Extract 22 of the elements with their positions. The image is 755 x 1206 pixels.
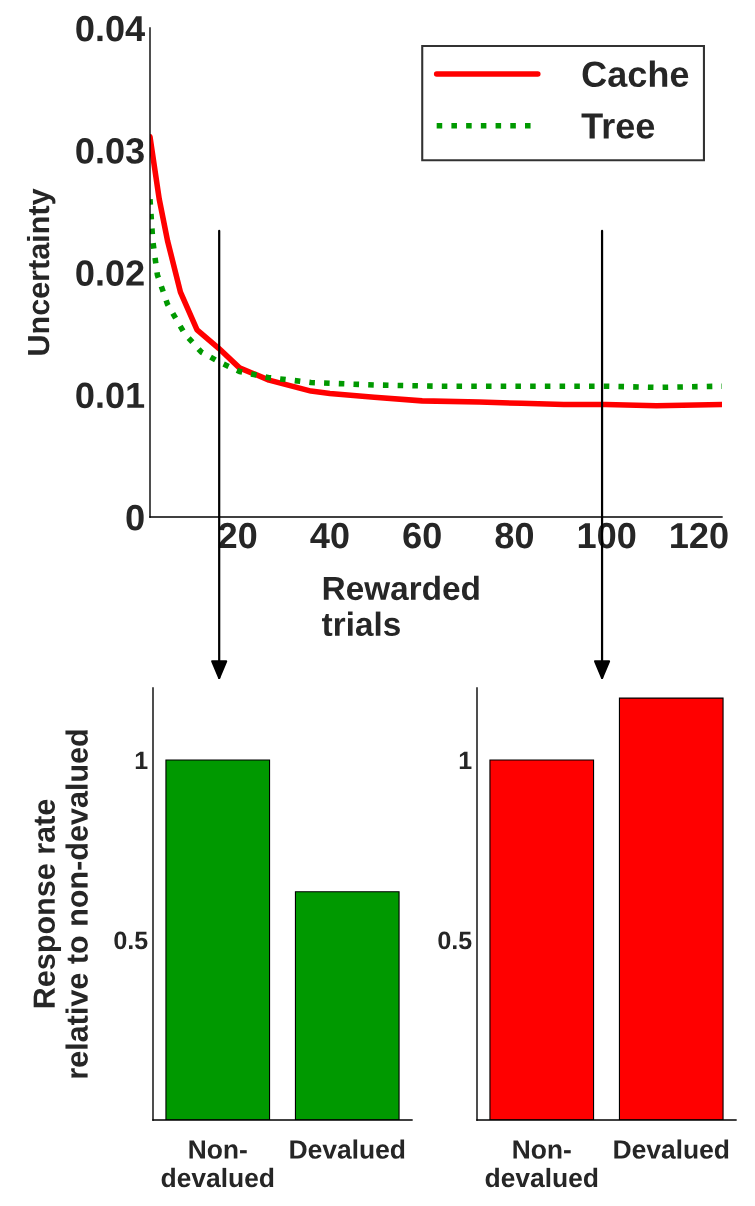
- y-tick-label: 0.04: [76, 15, 145, 42]
- y-tick-label: 0.03: [76, 138, 144, 164]
- y-tick-label: 1: [459, 751, 472, 770]
- x-tick-label: Non- devalued: [161, 1140, 274, 1188]
- y-tick-label: 0.02: [76, 260, 144, 286]
- x-tick-label: Devalued: [614, 1139, 729, 1159]
- legend-label: Cache: [582, 60, 689, 88]
- x-axis-title: Rewarded trials: [322, 575, 479, 637]
- x-tick-label: 60: [403, 522, 441, 549]
- y-axis-title: Uncertainty: [26, 188, 56, 355]
- x-tick-label: Non- devalued: [485, 1140, 598, 1188]
- y-tick-label: 0: [126, 504, 144, 531]
- x-tick-label: 120: [671, 522, 728, 549]
- x-tick-label: 80: [495, 522, 534, 549]
- y-tick-label: 0.01: [76, 382, 145, 409]
- y-tick-label: 0.5: [114, 931, 148, 950]
- y-axis-title: Response rate relative to non-devalued: [33, 730, 88, 1078]
- x-tick-label: Devalued: [290, 1139, 405, 1159]
- y-tick-label: 0.5: [438, 931, 472, 950]
- y-tick-label: 1: [135, 751, 148, 770]
- legend-label: Tree: [581, 113, 655, 139]
- x-tick-label: 40: [310, 522, 349, 549]
